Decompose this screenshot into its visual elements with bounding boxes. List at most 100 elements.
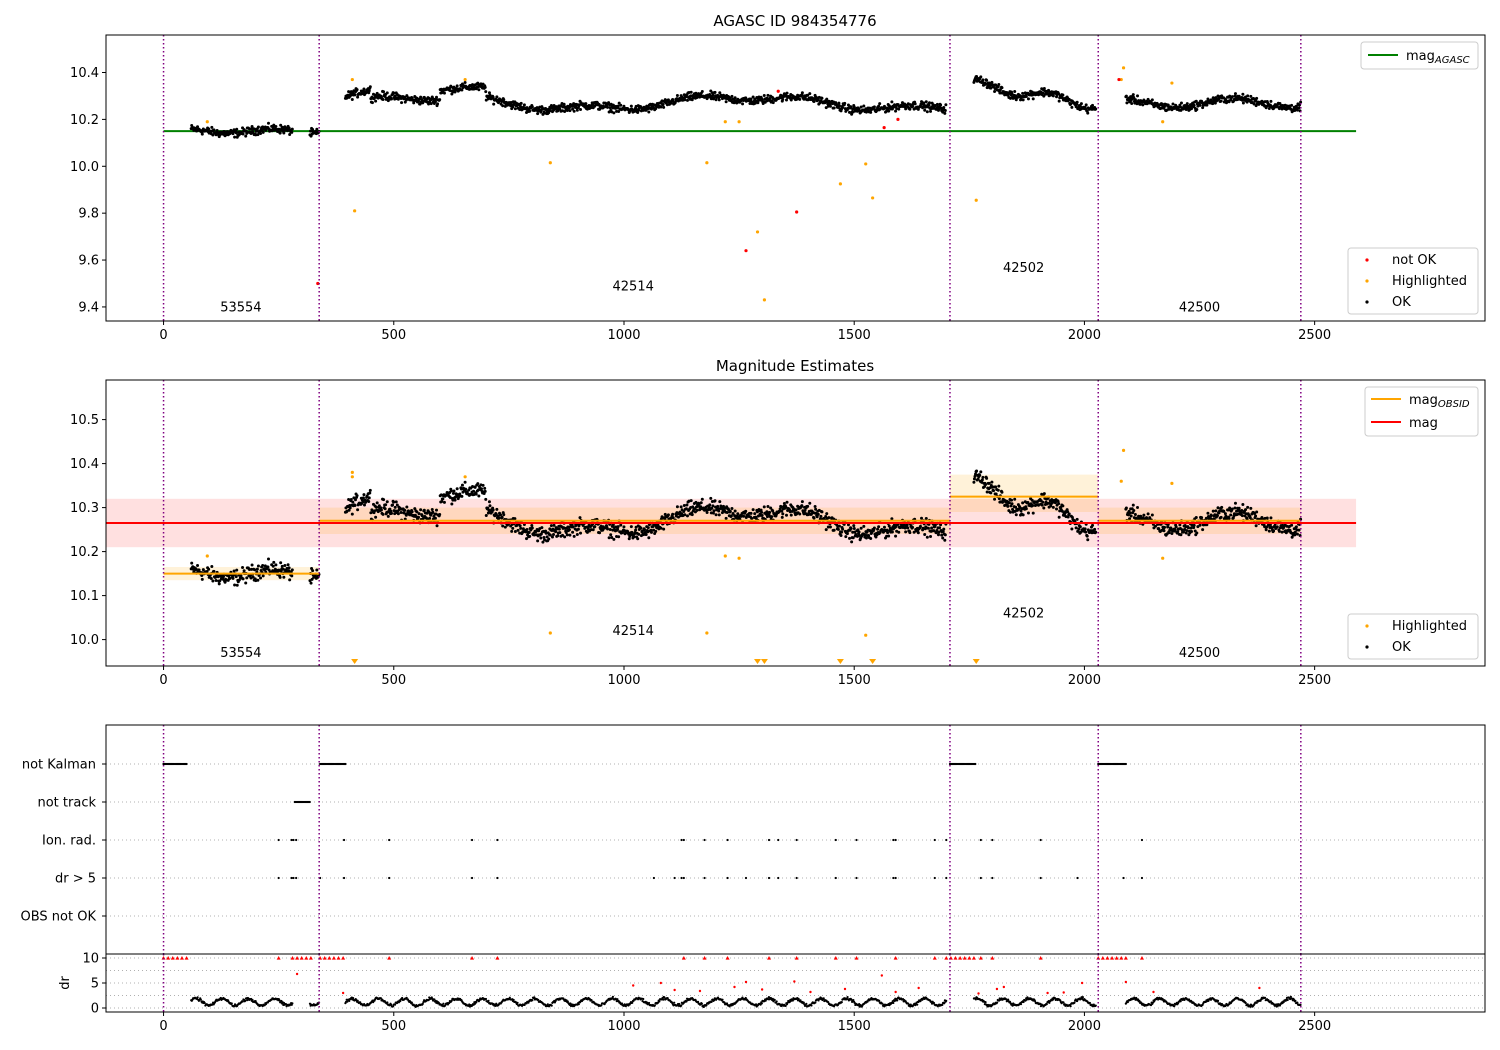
ok-point [976,477,980,481]
ok-point [568,533,572,537]
ok-point [1070,515,1074,519]
ok-point [990,80,994,84]
ok-point [709,496,713,500]
ok-point [697,502,701,506]
ok-point [906,526,910,530]
ok-point [1000,86,1004,90]
ok-point [392,500,396,504]
ok-point [617,109,621,113]
ok-point [937,530,941,534]
dr-point [642,997,645,1001]
ok-point [283,125,287,129]
ok-point [1141,103,1145,107]
ok-point [216,575,220,579]
ok-point [936,533,940,537]
ok-point [430,507,434,511]
flag-point [855,838,858,842]
ok-point [205,570,209,574]
ok-point [1240,509,1244,513]
ok-point [1008,96,1012,100]
flag-point [991,838,994,842]
ok-point [843,101,847,105]
ok-point [1229,513,1233,517]
ok-point [832,106,836,110]
ok-point [827,99,831,103]
ok-point [1066,510,1070,514]
ok-point [938,526,942,530]
ok-point [384,503,388,507]
dr-point [484,997,488,1001]
ok-point [939,103,943,107]
flag-point [777,838,780,842]
ok-point [349,497,353,501]
ok-point [925,110,929,114]
ok-point [1233,506,1237,510]
ok-point [1014,98,1018,102]
x-tick-label: 1500 [838,673,871,688]
ok-point [1294,525,1298,529]
ok-point [235,568,239,572]
ok-point [770,515,774,519]
ok-point [290,127,294,131]
ok-point [234,575,238,579]
ok-point [391,503,395,507]
ok-point [989,491,993,495]
highlighted-point [762,298,767,302]
ok-point [212,569,216,573]
ok-point [711,511,715,515]
ok-point [1014,505,1018,509]
ok-point [386,514,390,518]
ok-point [288,578,292,582]
dr-point [372,1001,375,1004]
ok-point [682,509,686,513]
ok-point [481,483,485,487]
x-tick-label: 2500 [1298,673,1331,688]
ok-point [771,101,775,105]
ok-point [368,488,372,492]
ok-point [480,487,484,491]
ok-point [211,579,215,583]
ok-point [1173,528,1177,532]
ok-point [622,525,626,529]
ok-point [759,508,763,512]
ok-point [762,505,766,509]
x-tick-label: 2000 [1068,673,1101,688]
ok-point [611,528,615,532]
ok-point [1041,91,1045,95]
ok-point [1091,523,1095,527]
flag-point [726,838,729,842]
ok-point [1070,105,1074,109]
ok-point [1010,92,1014,96]
ok-point [616,525,620,529]
ok-point [794,508,798,512]
ok-point [382,90,386,94]
ok-point [1267,529,1271,533]
ok-point [1138,102,1142,106]
ok-point [828,525,832,529]
ok-point [1057,99,1061,103]
ok-point [247,127,251,131]
ok-point [806,93,810,97]
ok-point [890,100,894,104]
ok-point [1201,528,1205,532]
ok-point [241,132,245,136]
ok-point [552,533,556,537]
ok-point [239,574,243,578]
not-ok-point [882,125,886,130]
highlighted-point [1121,448,1126,452]
ok-point [634,528,638,532]
y-tick-label: 10.3 [70,501,99,516]
ok-point [1170,531,1174,535]
ok-point [825,97,829,101]
ok-point [381,98,385,102]
ok-point [256,133,260,137]
ok-point [1255,96,1259,100]
ok-point [1246,94,1250,98]
ok-point [683,98,687,102]
ok-point [987,481,991,485]
ok-point [256,125,260,129]
ok-point [1299,100,1303,104]
ok-point [689,499,693,503]
ok-point [1195,107,1199,111]
agasc-title: AGASC ID 984354776 [713,12,876,30]
